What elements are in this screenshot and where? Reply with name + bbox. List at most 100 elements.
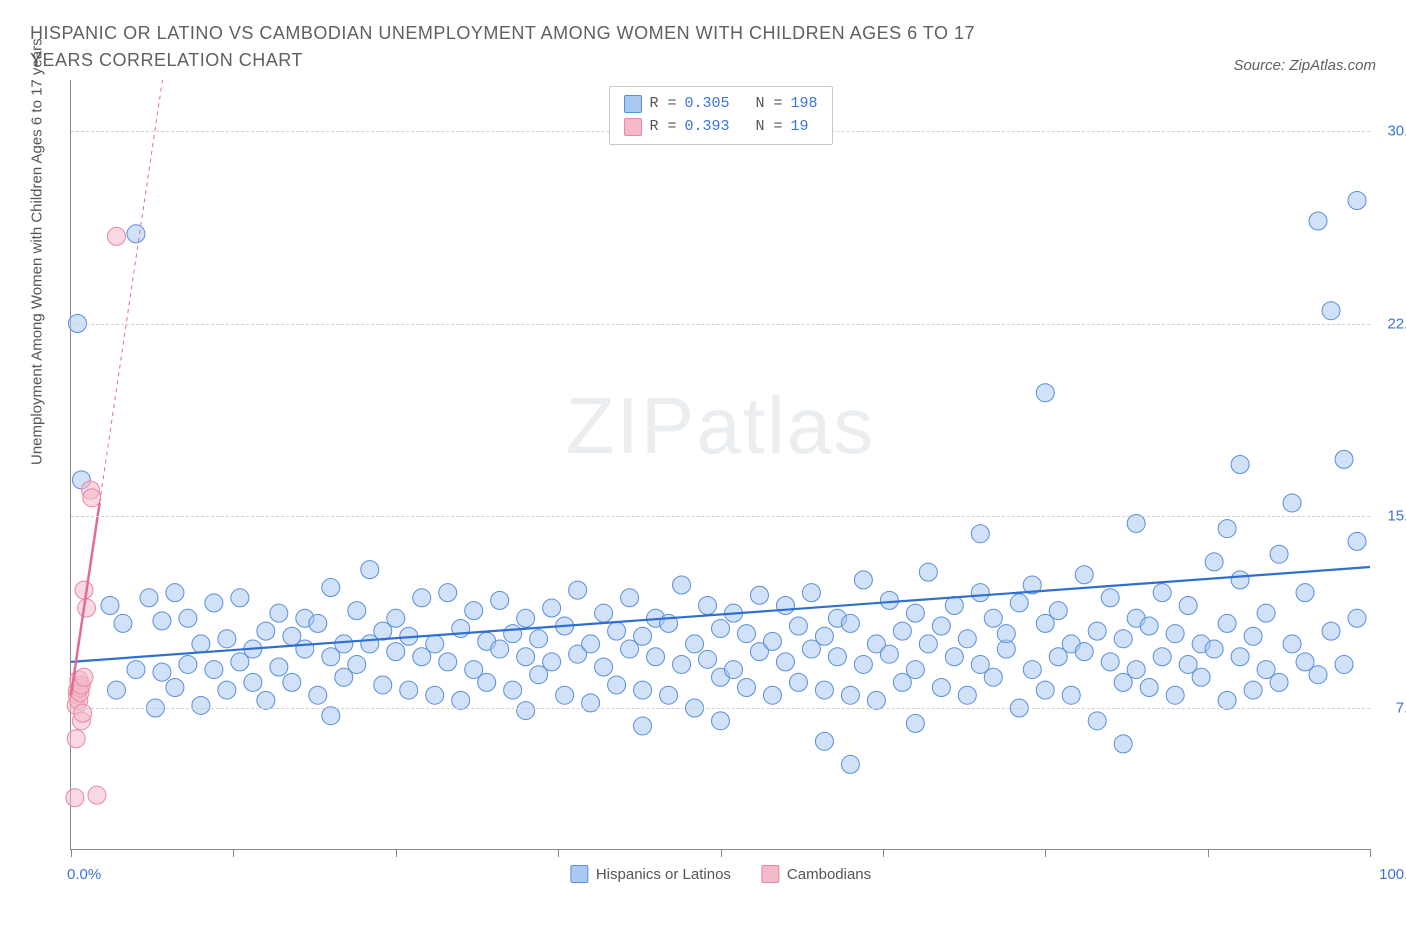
data-point <box>958 630 976 648</box>
data-point <box>1270 545 1288 563</box>
x-tick <box>721 849 722 857</box>
data-point <box>932 617 950 635</box>
trend-line <box>71 503 100 695</box>
data-point <box>971 584 989 602</box>
x-tick <box>1370 849 1371 857</box>
data-point <box>1153 584 1171 602</box>
data-point <box>257 622 275 640</box>
data-point <box>1309 666 1327 684</box>
data-point <box>67 730 85 748</box>
data-point <box>400 681 418 699</box>
trend-line <box>71 567 1370 662</box>
data-point <box>322 707 340 725</box>
data-point <box>530 630 548 648</box>
data-point <box>1244 627 1262 645</box>
data-point <box>1348 609 1366 627</box>
data-point <box>608 676 626 694</box>
data-point <box>1231 571 1249 589</box>
data-point <box>140 589 158 607</box>
data-point <box>1231 456 1249 474</box>
data-point <box>1244 681 1262 699</box>
data-point <box>1231 648 1249 666</box>
data-point <box>270 658 288 676</box>
data-point <box>1283 635 1301 653</box>
data-point <box>335 635 353 653</box>
data-point <box>1335 450 1353 468</box>
data-point <box>660 686 678 704</box>
data-point <box>1192 668 1210 686</box>
data-point <box>647 648 665 666</box>
data-point <box>1127 514 1145 532</box>
trend-line-extension <box>100 80 163 503</box>
correlation-chart: HISPANIC OR LATINO VS CAMBODIAN UNEMPLOY… <box>20 20 1386 910</box>
data-point <box>426 686 444 704</box>
data-point <box>218 681 236 699</box>
data-point <box>283 673 301 691</box>
x-tick <box>233 849 234 857</box>
data-point <box>997 625 1015 643</box>
data-point <box>1114 735 1132 753</box>
data-point <box>231 589 249 607</box>
scatter-svg <box>71 80 1370 849</box>
data-point <box>107 681 125 699</box>
data-point <box>1153 648 1171 666</box>
legend-swatch <box>761 865 779 883</box>
data-point <box>1101 589 1119 607</box>
data-point <box>348 655 366 673</box>
data-point <box>906 661 924 679</box>
data-point <box>517 648 535 666</box>
data-point <box>776 596 794 614</box>
y-tick-label: 30.0% <box>1387 123 1406 140</box>
data-point <box>1348 532 1366 550</box>
data-point <box>569 581 587 599</box>
data-point <box>776 653 794 671</box>
data-point <box>1257 604 1275 622</box>
data-point <box>854 571 872 589</box>
x-tick <box>1208 849 1209 857</box>
data-point <box>1075 566 1093 584</box>
data-point <box>945 648 963 666</box>
data-point <box>1088 622 1106 640</box>
data-point <box>205 594 223 612</box>
data-point <box>517 609 535 627</box>
data-point <box>919 635 937 653</box>
data-point <box>984 609 1002 627</box>
data-point <box>1140 617 1158 635</box>
data-point <box>166 679 184 697</box>
gridline <box>71 516 1370 517</box>
stats-row: R = 0.393 N = 19 <box>623 116 817 139</box>
legend-item: Hispanics or Latinos <box>570 865 731 883</box>
data-point <box>491 640 509 658</box>
data-point <box>543 653 561 671</box>
data-point <box>413 589 431 607</box>
data-point <box>504 625 522 643</box>
data-point <box>309 614 327 632</box>
data-point <box>1127 661 1145 679</box>
data-point <box>387 643 405 661</box>
data-point <box>1036 384 1054 402</box>
data-point <box>166 584 184 602</box>
gridline <box>71 324 1370 325</box>
data-point <box>1218 520 1236 538</box>
data-point <box>244 673 262 691</box>
data-point <box>673 576 691 594</box>
data-point <box>179 609 197 627</box>
data-point <box>1036 681 1054 699</box>
data-point <box>75 581 93 599</box>
data-point <box>724 661 742 679</box>
data-point <box>595 658 613 676</box>
data-point <box>880 591 898 609</box>
data-point <box>763 686 781 704</box>
data-point <box>906 604 924 622</box>
data-point <box>880 645 898 663</box>
data-point <box>945 596 963 614</box>
legend-swatch <box>570 865 588 883</box>
data-point <box>634 627 652 645</box>
data-point <box>621 589 639 607</box>
data-point <box>815 681 833 699</box>
data-point <box>1218 614 1236 632</box>
data-point <box>1218 691 1236 709</box>
data-point <box>517 702 535 720</box>
data-point <box>309 686 327 704</box>
data-point <box>504 681 522 699</box>
